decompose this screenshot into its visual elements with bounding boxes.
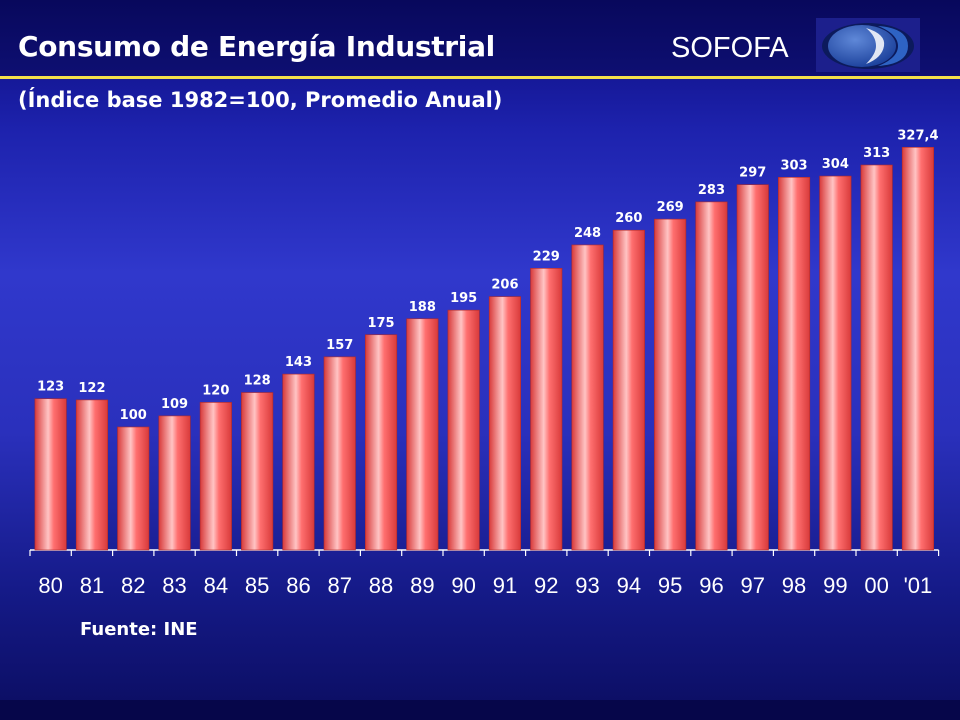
data-label: 304: [822, 157, 849, 172]
x-tick-label: 00: [864, 573, 888, 598]
bar-92: [530, 268, 563, 551]
bar-91: [488, 296, 522, 551]
x-tick-label: 85: [245, 573, 269, 598]
bar-85: [241, 392, 274, 551]
bar-87: [323, 356, 356, 551]
data-label: 143: [285, 355, 312, 370]
x-tick-label: 97: [741, 573, 765, 598]
data-label: 120: [202, 383, 229, 398]
bar-97: [736, 184, 769, 551]
data-label: 297: [739, 166, 766, 181]
data-label: 123: [37, 380, 64, 395]
bar-94: [612, 229, 645, 551]
data-label: 100: [120, 408, 147, 423]
bar-89: [406, 318, 439, 551]
x-tick-label: 87: [328, 573, 352, 598]
sofofa-logo-icon: [816, 18, 920, 72]
x-tick-label: 84: [204, 573, 228, 598]
x-tick-label: 96: [699, 573, 723, 598]
bar-84: [199, 402, 232, 551]
data-label: 248: [574, 226, 601, 241]
data-label: 313: [863, 146, 890, 161]
data-label: 327,4: [897, 128, 938, 143]
bar-80: [34, 398, 67, 551]
x-tick-label: 80: [38, 573, 62, 598]
data-label: 188: [409, 300, 436, 315]
x-tick-label: 82: [121, 573, 145, 598]
data-label: 128: [244, 374, 271, 389]
bar-83: [158, 415, 191, 551]
bar-82: [117, 426, 150, 551]
bar-90: [447, 309, 480, 551]
bar-99: [819, 175, 852, 551]
footer-band: [0, 700, 960, 720]
source-note: Fuente: INE: [80, 619, 198, 640]
data-label: 260: [615, 211, 642, 226]
x-tick-label: 83: [162, 573, 186, 598]
x-tick-label: 91: [493, 573, 517, 598]
x-tick-label: '01: [904, 573, 933, 598]
bar-95: [654, 218, 687, 551]
bar-00: [860, 164, 893, 551]
bar-88: [364, 334, 398, 551]
accent-rule: [0, 76, 960, 79]
data-label: 269: [657, 200, 684, 215]
page-title: Consumo de Energía Industrial: [18, 30, 495, 63]
x-tick-label: 98: [782, 573, 806, 598]
data-label: 206: [491, 278, 518, 293]
x-tick-label: 90: [451, 573, 475, 598]
bar-98: [777, 177, 811, 551]
data-label: 122: [78, 381, 105, 396]
bar-81: [75, 399, 108, 551]
x-tick-label: 88: [369, 573, 393, 598]
x-tick-label: 81: [80, 573, 104, 598]
data-label: 109: [161, 397, 188, 412]
data-label: 195: [450, 291, 477, 306]
chart-subtitle: (Índice base 1982=100, Promedio Anual): [18, 88, 503, 112]
brand-name: SOFOFA: [671, 32, 789, 64]
data-label: 157: [326, 338, 353, 353]
x-tick-label: 92: [534, 573, 558, 598]
data-label: 175: [367, 316, 394, 331]
x-tick-label: 89: [410, 573, 434, 598]
data-label: 303: [780, 158, 807, 173]
data-label: 229: [533, 249, 560, 264]
bar-86: [282, 373, 315, 551]
bar-96: [695, 201, 728, 551]
bar-'01: [901, 146, 935, 551]
header-band: [0, 0, 960, 76]
x-tick-label: 99: [823, 573, 847, 598]
x-tick-label: 95: [658, 573, 682, 598]
bar-93: [571, 244, 604, 551]
x-tick-label: 94: [617, 573, 641, 598]
x-tick-label: 93: [575, 573, 599, 598]
x-tick-label: 86: [286, 573, 310, 598]
data-label: 283: [698, 183, 725, 198]
